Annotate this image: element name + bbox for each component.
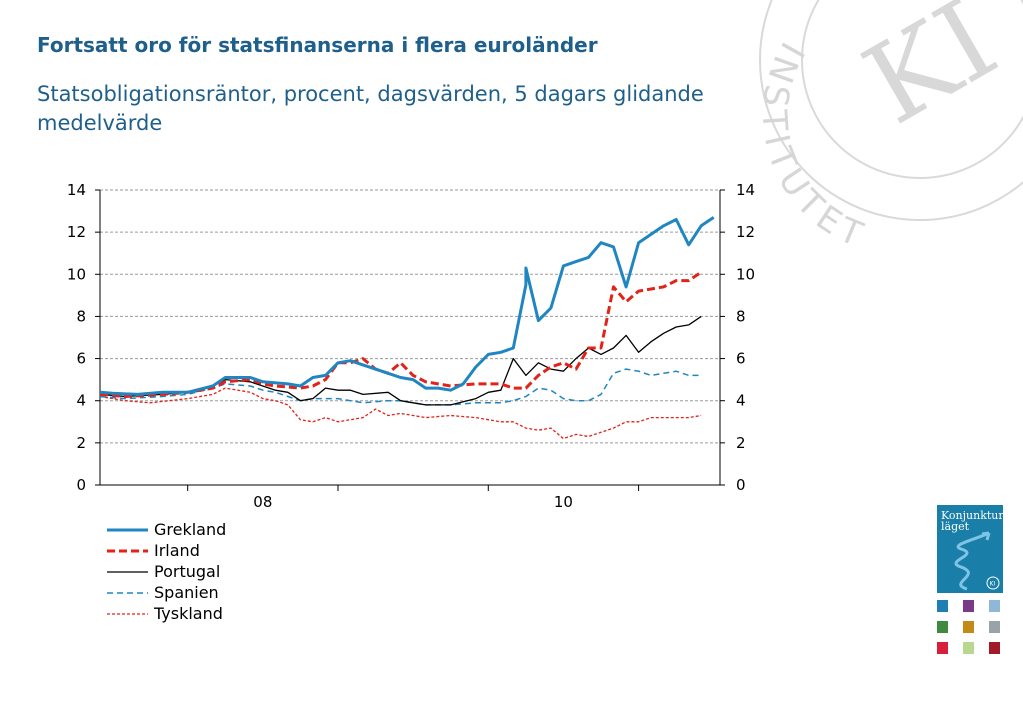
y-tick-label-right: 8: [736, 307, 746, 325]
series-line-portugal: [99, 315, 702, 406]
x-tick-label: 10: [554, 493, 573, 511]
legend-label-portugal: Portugal: [154, 562, 220, 581]
ki-seal-watermark: INSTITUTET KI: [753, 0, 1023, 257]
report-tile[interactable]: [963, 621, 974, 633]
logo-title-2: läget: [941, 520, 970, 533]
report-tile[interactable]: [989, 642, 1000, 654]
y-tick-label-right: 4: [736, 392, 746, 410]
report-tile[interactable]: [989, 621, 1000, 633]
report-tile[interactable]: [989, 600, 1000, 612]
series-line-irland: [99, 270, 703, 398]
y-tick-label-left: 4: [76, 392, 86, 410]
y-tick-label-right: 2: [736, 434, 746, 452]
konjunkturlaget-logo: Konjunktur läget KI: [937, 505, 1003, 593]
series-line-tyskland: [99, 387, 702, 440]
report-tile[interactable]: [963, 642, 974, 654]
y-tick-label-right: 12: [736, 223, 755, 241]
axes-layer: 0 0 2 2 4 4 6 6 8 8 10 10 12 12 14 14 08 10: [67, 181, 755, 511]
report-tile[interactable]: [937, 621, 948, 633]
x-tick-label: 08: [253, 493, 272, 511]
logo-badge: KI: [990, 581, 996, 588]
logo-swirl-icon: [954, 531, 990, 591]
series-line-spanien: [99, 368, 702, 406]
logo-title-1: Konjunktur: [941, 509, 1003, 522]
report-tile[interactable]: [963, 600, 974, 612]
chart-subtitle: Statsobligationsräntor, procent, dagsvär…: [37, 82, 704, 135]
series-line-grekland: [99, 216, 715, 396]
page-title: Fortsatt oro för statsfinanserna i flera…: [37, 33, 598, 57]
legend-label-spanien: Spanien: [154, 583, 219, 602]
report-tile[interactable]: [937, 600, 948, 612]
legend: Grekland Irland Portugal Spanien Tyskland: [107, 520, 226, 623]
y-tick-label-right: 14: [736, 181, 755, 199]
y-tick-label-left: 6: [76, 350, 86, 368]
legend-label-grekland: Grekland: [154, 520, 226, 539]
y-tick-label-right: 0: [736, 476, 746, 494]
y-tick-label-left: 14: [67, 181, 86, 199]
logo-arrow-icon: [981, 531, 991, 541]
report-tile[interactable]: [937, 642, 948, 654]
y-tick-label-right: 6: [736, 350, 746, 368]
series-layer: [99, 216, 715, 440]
y-tick-label-left: 2: [76, 434, 86, 452]
legend-label-tyskland: Tyskland: [153, 604, 223, 623]
y-tick-label-left: 8: [76, 307, 86, 325]
legend-label-irland: Irland: [154, 541, 200, 560]
y-tick-label-left: 0: [76, 476, 86, 494]
y-tick-label-left: 10: [67, 265, 86, 283]
y-tick-label-right: 10: [736, 265, 755, 283]
y-tick-label-left: 12: [67, 223, 86, 241]
grid-layer: [100, 189, 720, 444]
